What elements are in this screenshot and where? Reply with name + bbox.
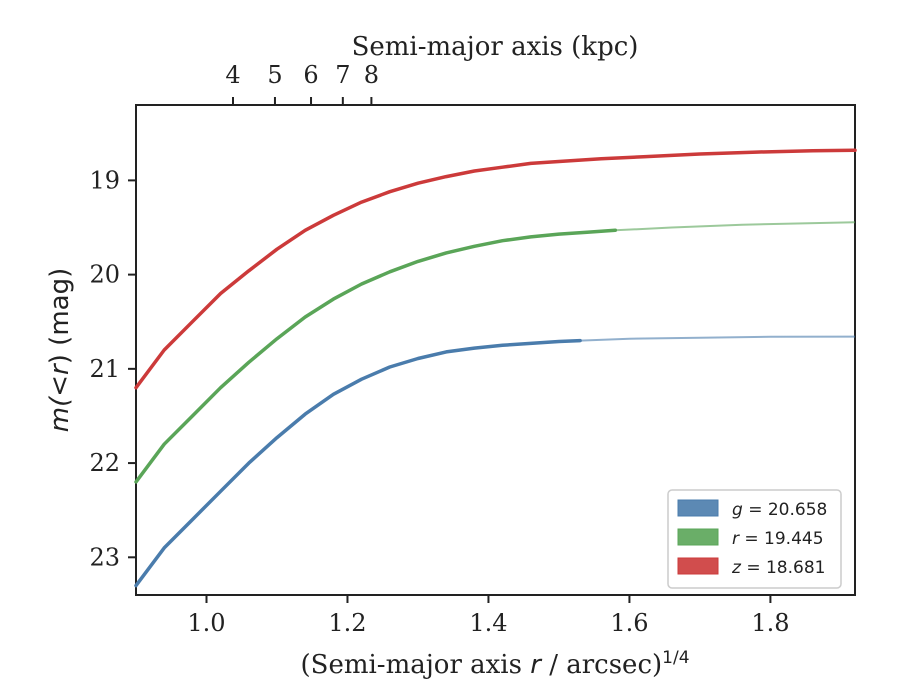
top-x-tick-label: 7 [335,61,350,89]
series-line-g [134,338,582,588]
top-x-axis-title: Semi-major axis (kpc) [352,32,639,62]
y-tick-label: 21 [89,355,120,383]
x-axis-title: (Semi-major axis r / arcsec)1/4 [300,648,689,680]
series-line-faint-z [135,149,856,389]
legend-swatch-z [677,557,719,575]
top-x-tick-label: 5 [267,61,282,89]
legend-label-r: r = 19.445 [732,529,824,549]
series-line-faint-r [135,221,856,483]
x-tick-label: 1.6 [610,609,648,637]
y-tick-label: 22 [89,449,120,477]
y-axis-left: 19 20 21 22 23 [89,166,136,571]
plot-frame [135,104,856,596]
x-tick-label: 1.4 [469,609,507,637]
x-tick-label: 1.2 [328,609,366,637]
y-axis-title: m(<r) (mag) [45,268,75,432]
x-tick-label: 1.8 [751,609,789,637]
x-tick-label: 1.0 [187,609,225,637]
legend-swatch-g [677,499,719,517]
y-tick-label: 20 [89,261,120,289]
y-tick-label: 23 [89,543,120,571]
series-line-r [134,228,618,484]
x-axis-bottom: 1.0 1.2 1.4 1.6 1.8 [187,595,789,637]
series-layer [134,148,857,588]
top-x-tick-label: 6 [303,61,318,89]
top-x-tick-label: 8 [364,61,379,89]
legend: g = 20.658 r = 19.445 z = 18.681 [667,489,842,589]
legend-swatch-r [677,528,719,546]
y-tick-label: 19 [89,166,120,194]
top-x-tick-label: 4 [225,61,240,89]
series-line-z [134,148,857,390]
legend-label-z: z = 18.681 [731,558,825,578]
legend-label-g: g = 20.658 [732,500,827,520]
